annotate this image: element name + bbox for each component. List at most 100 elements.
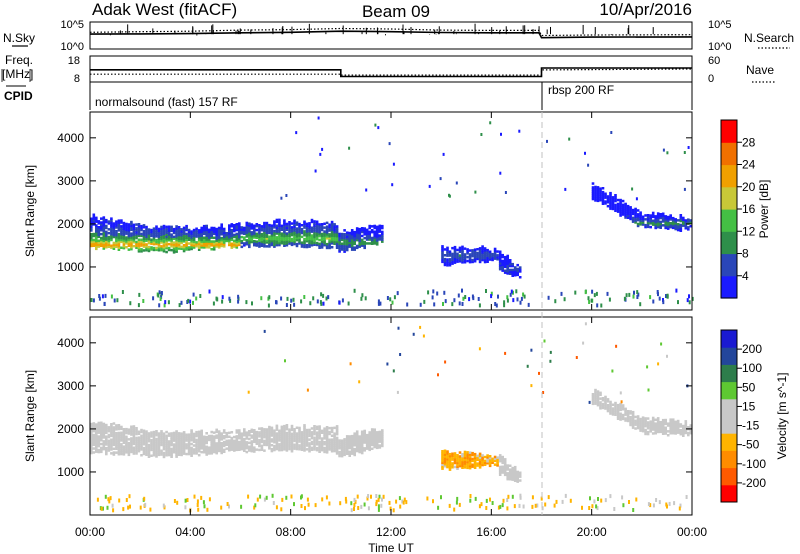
p-ground-cell	[110, 294, 113, 299]
p-ground-cell	[633, 290, 635, 295]
v-cell	[308, 434, 311, 437]
v-cell	[345, 446, 349, 450]
p-cell	[120, 234, 123, 238]
v-cell	[97, 425, 101, 429]
p-cell	[185, 242, 188, 245]
p-cell	[308, 229, 311, 233]
p-cell	[481, 258, 484, 262]
p-cell	[503, 271, 507, 274]
v-cell	[102, 428, 106, 431]
v-cell	[378, 438, 382, 441]
v-cell	[488, 462, 492, 466]
colorbar-swatch	[721, 209, 737, 232]
v-cell	[498, 473, 502, 476]
v-cell	[110, 432, 113, 436]
v-cell	[202, 445, 206, 448]
p-cell	[381, 226, 384, 230]
v-ground-cell	[402, 500, 405, 505]
p-ground-cell	[237, 299, 240, 304]
p-cell	[150, 240, 153, 243]
p-ground-cell	[458, 301, 461, 306]
p-cell	[245, 241, 249, 244]
p-cell	[170, 248, 173, 252]
v-ground-cell	[382, 494, 385, 499]
v-cell	[368, 435, 371, 438]
p-ground-cell	[593, 293, 596, 298]
p-cell	[222, 243, 226, 246]
v-cell	[197, 432, 201, 436]
p-cell	[140, 248, 143, 251]
v-cell	[288, 440, 291, 443]
v-cell	[155, 439, 158, 443]
p-cell	[303, 239, 306, 243]
p-cell	[320, 232, 324, 236]
v-cell	[248, 433, 251, 437]
v-cell	[328, 438, 331, 441]
v-cell	[305, 440, 309, 443]
p-cell	[506, 256, 509, 260]
v-cell	[659, 426, 662, 430]
v-ground-cell	[589, 496, 591, 501]
p-cell	[320, 223, 324, 226]
p-cell	[217, 230, 221, 234]
p-cell	[661, 224, 665, 227]
v-ground-cell	[367, 506, 370, 511]
p-scatter-point	[448, 194, 451, 198]
p-cell	[456, 252, 459, 256]
p-cell	[373, 236, 376, 239]
v-cell	[513, 467, 517, 471]
v-cell	[160, 441, 163, 445]
p-cell	[92, 217, 96, 220]
p-cell	[604, 200, 607, 203]
v-cell	[689, 424, 693, 427]
p-cell	[228, 230, 231, 233]
p-cell	[145, 243, 148, 246]
p-cell	[248, 241, 251, 245]
p-ground-cell	[442, 302, 444, 306]
v-cell	[355, 432, 359, 435]
p-cell	[265, 221, 269, 225]
v-cell	[335, 425, 339, 428]
v-cell	[508, 476, 512, 479]
p-cell	[313, 226, 316, 229]
v-cell	[649, 420, 652, 423]
p-cell	[476, 255, 479, 259]
p-cell	[243, 232, 246, 235]
p-cell	[125, 236, 128, 239]
v-cell	[127, 449, 131, 453]
p-cell	[192, 238, 196, 241]
v-cell	[97, 448, 101, 452]
p-cell	[310, 236, 314, 239]
p-cell	[263, 225, 266, 229]
v-ground-cell	[200, 495, 203, 500]
v-cell	[253, 448, 256, 451]
v-cell	[516, 480, 519, 483]
p-cell	[338, 232, 341, 236]
p-cell	[634, 209, 637, 213]
p-cell	[152, 239, 156, 242]
v-cell	[192, 448, 196, 451]
p-cell	[318, 246, 321, 249]
v-cell	[275, 442, 279, 445]
p-cell	[165, 250, 168, 254]
v-cell	[348, 450, 351, 454]
v-cell	[491, 457, 494, 461]
v-cell	[105, 450, 108, 454]
v-cell	[644, 423, 647, 426]
p-cell	[295, 223, 299, 226]
v-scatter-point	[397, 326, 400, 330]
p-cell	[105, 220, 108, 224]
p-cell	[473, 254, 477, 257]
v-cell	[599, 401, 602, 404]
v-cell	[365, 441, 369, 445]
p-cell	[253, 236, 256, 239]
v-cell	[636, 419, 640, 422]
p-cell	[132, 223, 136, 227]
v-cell	[225, 431, 229, 435]
v-cell	[220, 442, 223, 445]
v-ground-cell	[541, 506, 544, 511]
p-cell	[498, 252, 502, 255]
v-ground-cell	[106, 505, 109, 510]
v-cell	[669, 422, 672, 425]
